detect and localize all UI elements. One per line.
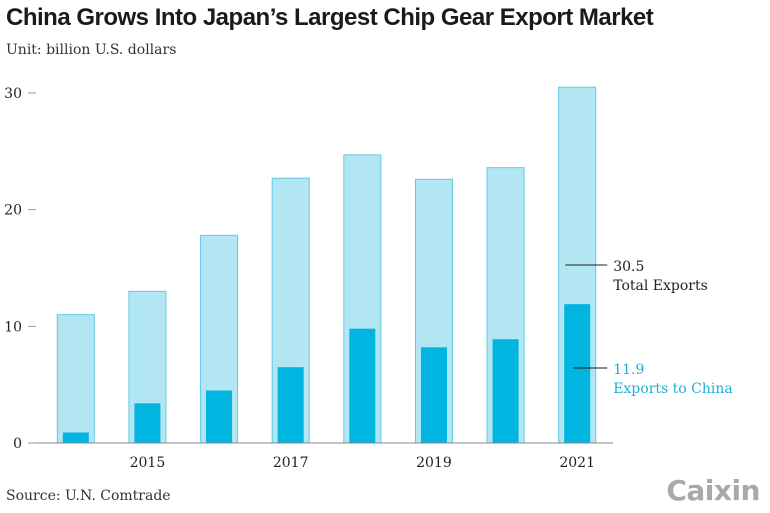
x-axis: 2015 2017 2019 2021 xyxy=(130,455,595,471)
total-exports-bar xyxy=(56,314,95,444)
x-tick-label: 2015 xyxy=(130,455,166,471)
china-exports-bar xyxy=(564,304,591,443)
x-tick-label: 2017 xyxy=(273,455,309,471)
china-exports-bar xyxy=(420,347,447,443)
china-exports-value-label: 11.9 xyxy=(613,362,644,378)
china-exports-bar xyxy=(206,390,233,443)
china-exports-bar xyxy=(492,339,519,443)
y-tick-label: 20 xyxy=(4,203,22,219)
x-tick-label: 2019 xyxy=(416,455,452,471)
china-exports-bars xyxy=(62,304,591,443)
x-tick-label: 2021 xyxy=(559,455,595,471)
chart-title: China Grows Into Japan’s Largest Chip Ge… xyxy=(6,4,654,31)
total-exports-series-label: Total Exports xyxy=(613,278,708,294)
annotations: 30.5 Total Exports 11.9 Exports to China xyxy=(565,259,733,397)
y-tick-label: 10 xyxy=(4,319,22,335)
china-exports-series-label: Exports to China xyxy=(613,381,733,397)
china-exports-bar xyxy=(62,432,89,443)
caixin-logo: Caixin xyxy=(666,474,760,507)
china-exports-bar xyxy=(349,328,376,443)
total-exports-value-label: 30.5 xyxy=(613,259,644,275)
y-tick-label: 30 xyxy=(4,86,22,102)
y-axis: 0 10 20 30 xyxy=(4,86,36,452)
chart-subtitle: Unit: billion U.S. dollars xyxy=(6,42,177,58)
y-tick-label: 0 xyxy=(13,436,22,452)
china-exports-bar xyxy=(277,367,304,443)
source-note: Source: U.N. Comtrade xyxy=(6,488,171,504)
china-exports-bar xyxy=(134,403,161,443)
